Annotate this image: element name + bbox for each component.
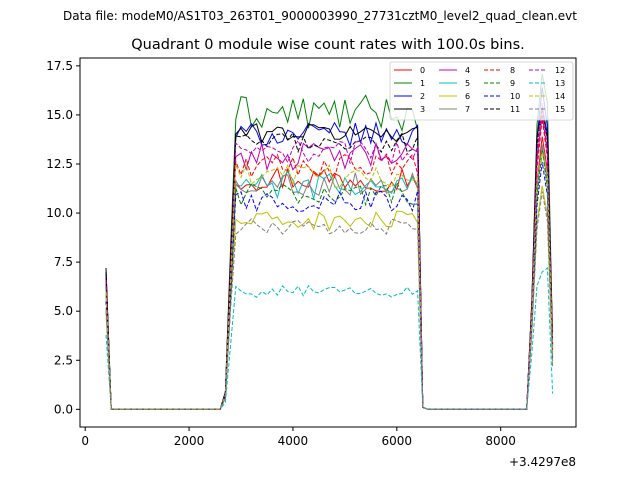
axes-frame <box>79 57 577 428</box>
series-line-11 <box>105 110 554 410</box>
series-line-3 <box>105 107 554 410</box>
series-line-13 <box>105 267 554 410</box>
legend-label-15: 15 <box>555 105 565 114</box>
legend-label-4: 4 <box>465 66 470 75</box>
series-line-0 <box>105 136 554 410</box>
x-tick-label: 0 <box>81 434 89 448</box>
y-tick-label: 10.0 <box>46 206 73 220</box>
series-line-8 <box>105 118 554 410</box>
legend-label-12: 12 <box>555 66 565 75</box>
x-tick-label: 6000 <box>382 434 413 448</box>
legend-label-0: 0 <box>420 66 425 75</box>
chart-title: Quadrant 0 module wise count rates with … <box>131 37 525 53</box>
series-line-10 <box>105 161 554 410</box>
x-offset-label: +3.4297e8 <box>509 455 576 469</box>
series-line-6 <box>105 185 554 410</box>
legend-label-14: 14 <box>555 92 565 101</box>
y-tick-label: 7.5 <box>54 255 73 269</box>
legend-box <box>389 61 574 121</box>
legend-label-3: 3 <box>420 105 425 114</box>
series-line-9 <box>105 150 554 410</box>
legend-label-8: 8 <box>510 66 515 75</box>
x-axis: 0 2000 4000 6000 8000 <box>81 427 516 448</box>
series-line-2 <box>105 87 554 410</box>
series-line-5 <box>105 144 554 410</box>
y-tick-label: 0.0 <box>54 402 73 416</box>
legend-label-7: 7 <box>465 105 470 114</box>
legend-label-10: 10 <box>510 92 520 101</box>
plot-area <box>105 73 554 410</box>
series-line-7 <box>105 146 554 410</box>
y-tick-label: 5.0 <box>54 304 73 318</box>
y-tick-label: 12.5 <box>46 157 73 171</box>
legend-label-2: 2 <box>420 92 425 101</box>
x-tick-label: 8000 <box>485 434 516 448</box>
legend-label-1: 1 <box>420 79 425 88</box>
x-tick-label: 4000 <box>278 434 309 448</box>
series-line-1 <box>105 73 554 410</box>
y-tick-label: 2.5 <box>54 353 73 367</box>
legend-label-6: 6 <box>465 92 470 101</box>
legend-label-5: 5 <box>465 79 470 88</box>
y-axis: 0.0 2.5 5.0 7.5 10.0 12.5 15.0 17.5 <box>46 59 80 416</box>
series-line-15 <box>105 191 554 410</box>
legend-label-11: 11 <box>510 105 520 114</box>
x-tick-label: 2000 <box>174 434 205 448</box>
series-line-4 <box>105 114 554 410</box>
y-tick-label: 17.5 <box>46 59 73 73</box>
legend-label-13: 13 <box>555 79 565 88</box>
chart-suptitle: Data file: modeM0/AS1T03_263T01_90000039… <box>63 9 577 23</box>
series-line-14 <box>105 152 554 410</box>
legend-label-9: 9 <box>510 79 515 88</box>
y-tick-label: 15.0 <box>46 108 73 122</box>
